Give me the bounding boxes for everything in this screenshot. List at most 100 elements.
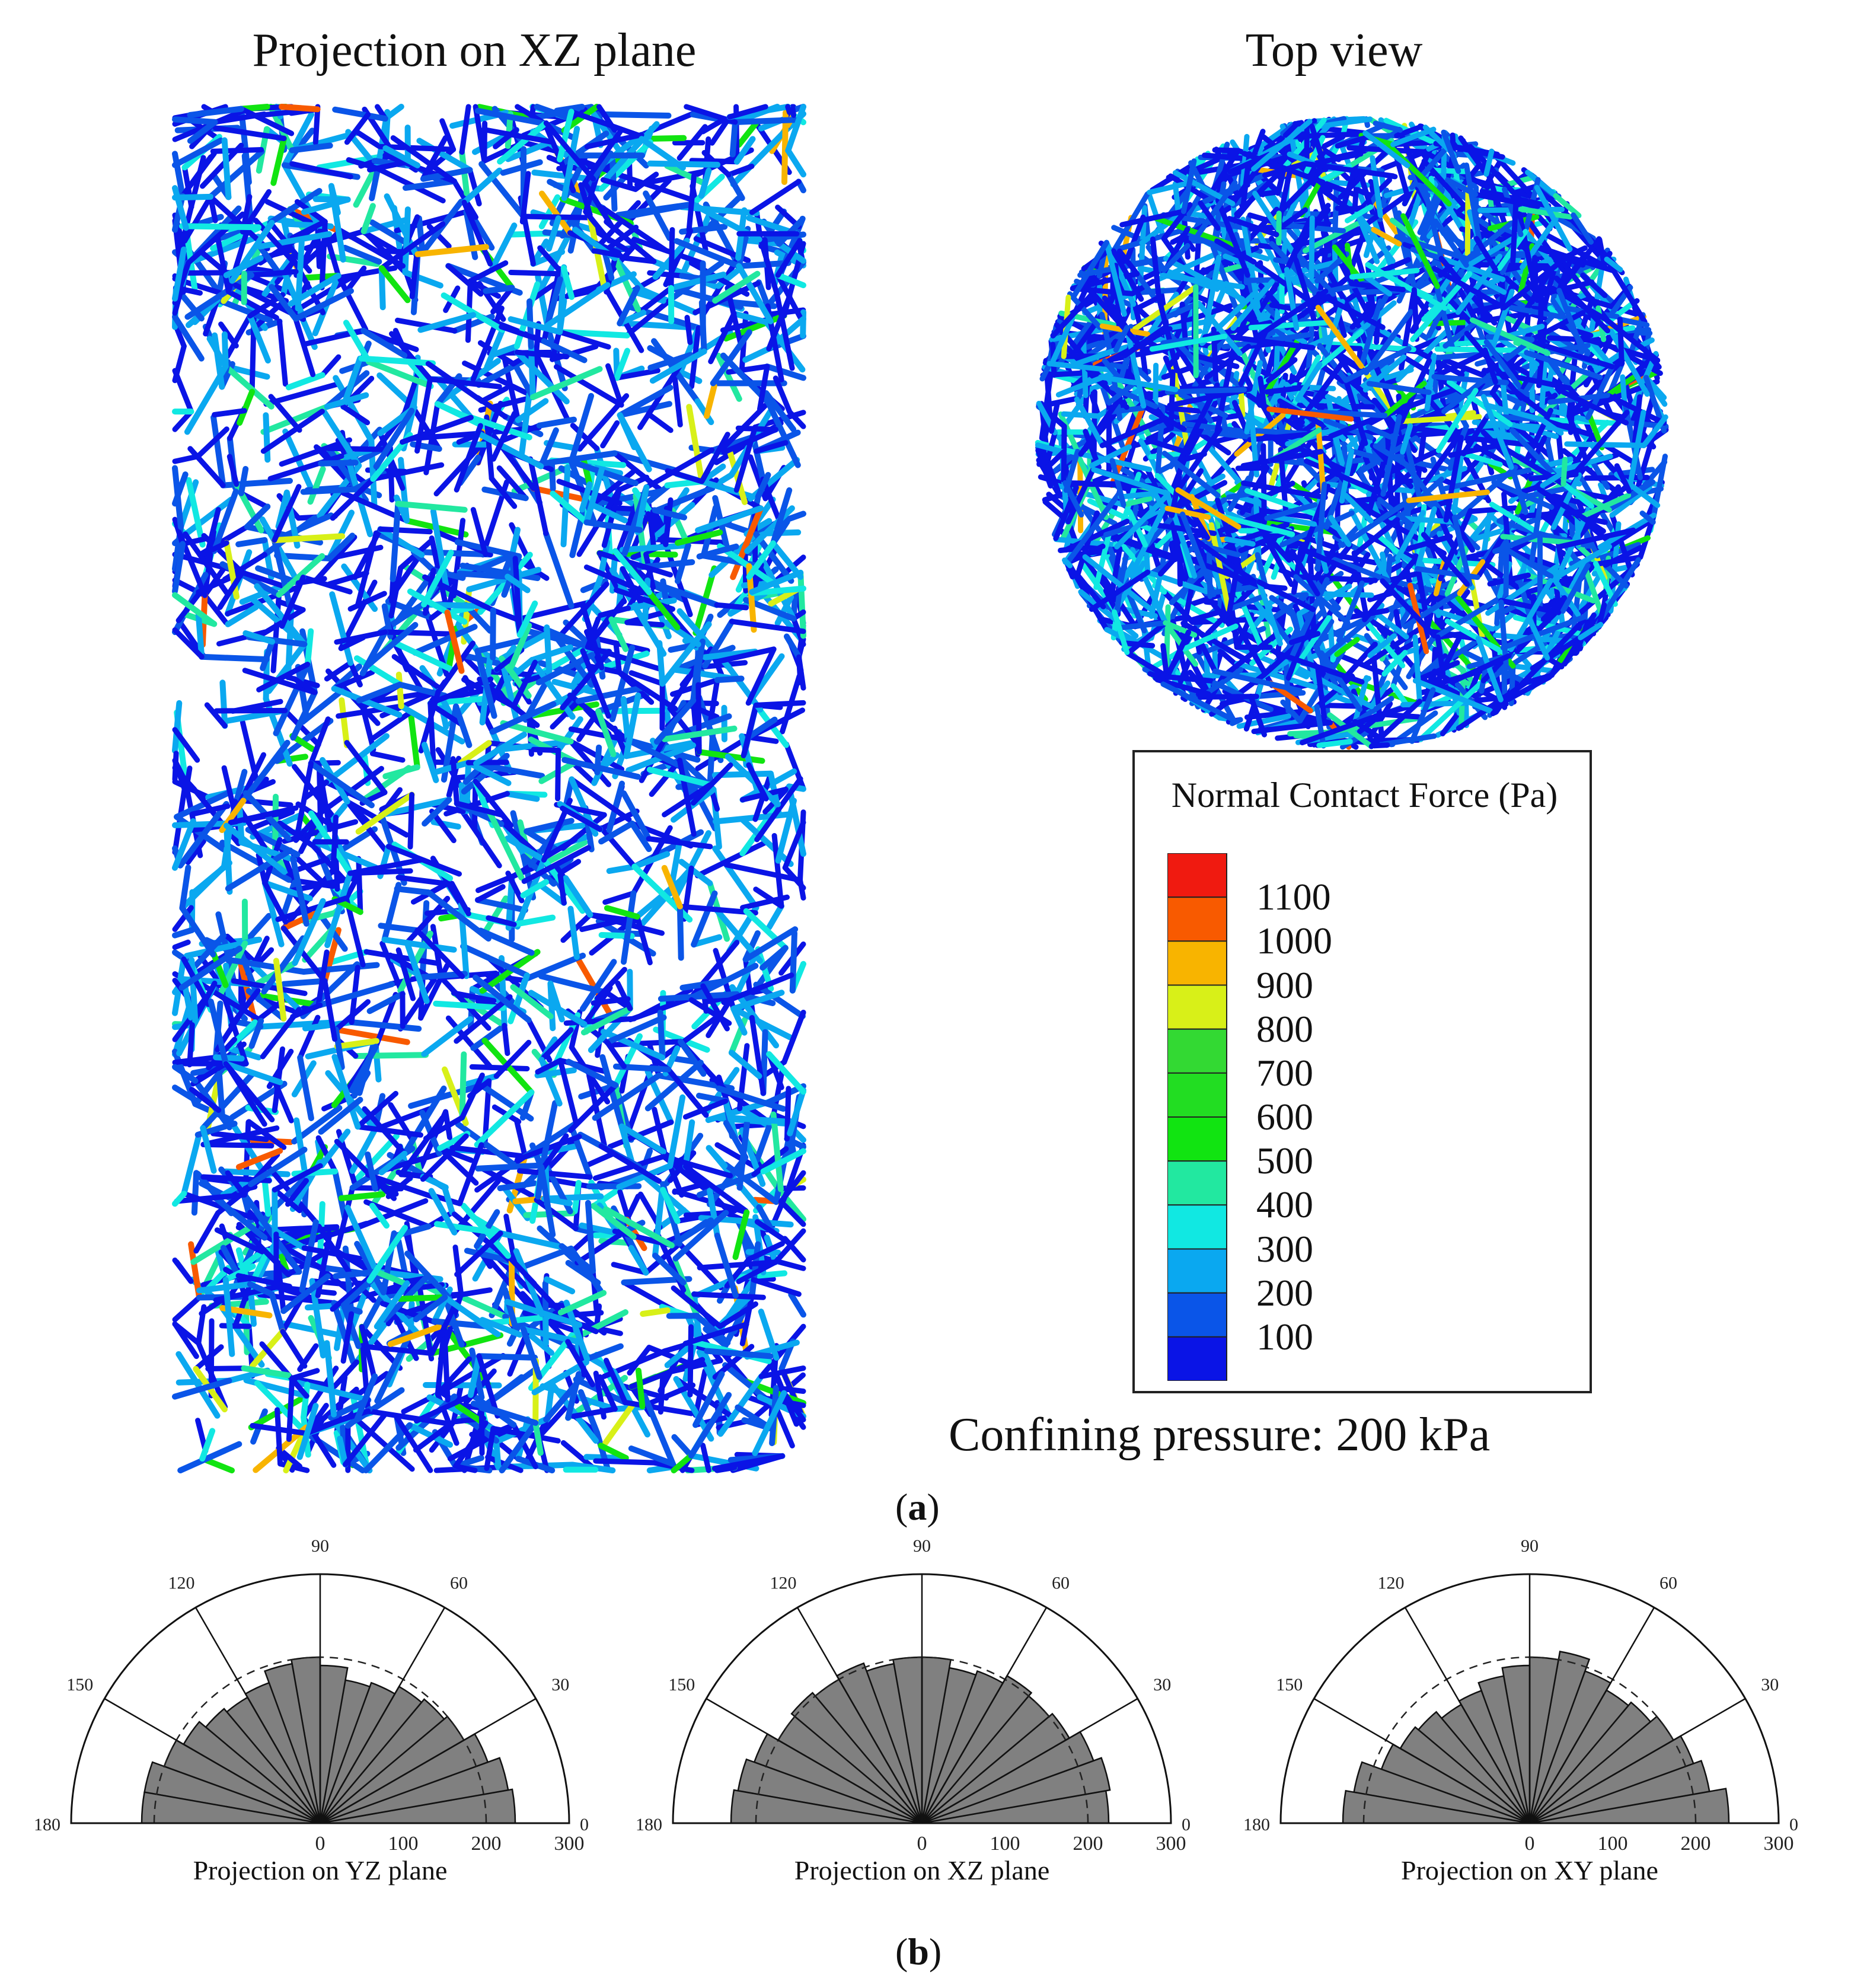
contact-line: [1284, 216, 1313, 273]
contact-line: [668, 227, 675, 291]
contact-line: [733, 955, 757, 997]
contact-line: [1442, 319, 1479, 349]
contact-line: [1334, 637, 1360, 658]
contact-line: [575, 685, 646, 704]
contact-line: [672, 1210, 729, 1262]
contact-line: [328, 183, 346, 263]
contact-line: [1358, 173, 1374, 210]
contact-line: [627, 995, 693, 1023]
contact-line: [515, 398, 549, 423]
contact-line: [1091, 467, 1171, 497]
contact-line: [1572, 410, 1630, 476]
contact-line: [427, 376, 502, 390]
contact-line: [1191, 180, 1238, 244]
contact-line: [1464, 221, 1514, 262]
contact-line: [557, 329, 611, 350]
contact-line: [1161, 242, 1191, 273]
top-view-title: Top view: [1245, 24, 1423, 76]
contact-line: [452, 1420, 489, 1469]
contact-line: [224, 822, 288, 875]
rose-spoke: [1313, 1697, 1530, 1824]
contact-line: [351, 1133, 400, 1185]
contact-line: [1089, 444, 1132, 468]
contact-line: [1315, 664, 1327, 720]
contact-line: [312, 838, 379, 871]
contact-line: [652, 507, 687, 521]
contact-line: [561, 126, 580, 202]
contact-line: [431, 703, 465, 727]
contact-line: [589, 502, 628, 524]
contact-line: [661, 725, 738, 742]
contact-line: [260, 403, 330, 435]
contact-line: [557, 109, 575, 162]
contact-line: [1580, 273, 1608, 298]
contact-line: [729, 1115, 795, 1125]
contact-line: [407, 1422, 453, 1448]
contact-line: [1188, 572, 1239, 637]
contact-line: [223, 255, 264, 279]
rose-angle-label: 90: [913, 1536, 931, 1556]
contact-line: [1358, 298, 1383, 369]
contact-line: [1125, 620, 1169, 656]
contact-line: [479, 949, 541, 994]
contact-line: [700, 505, 719, 559]
contact-line: [365, 1172, 439, 1201]
contact-line: [749, 178, 802, 215]
contact-line: [392, 640, 454, 672]
contact-line: [279, 104, 321, 113]
contact-line: [435, 1356, 473, 1397]
contact-line: [1529, 339, 1615, 370]
contact-line: [1421, 158, 1473, 215]
contact-line: [714, 646, 777, 665]
contact-line: [1409, 427, 1466, 503]
contact-line: [358, 698, 376, 752]
contact-line: [682, 1164, 749, 1214]
contact-line: [1380, 578, 1437, 639]
contact-line: [504, 1298, 583, 1328]
contact-line: [585, 1199, 596, 1274]
contact-line: [434, 401, 489, 430]
contact-line: [513, 1248, 545, 1317]
contact-line: [664, 162, 709, 187]
contact-line: [1571, 212, 1594, 245]
contact-line: [1271, 514, 1317, 527]
contact-line: [172, 727, 200, 763]
contact-line: [332, 1168, 348, 1221]
contact-line: [1240, 133, 1250, 187]
rose-spoke: [1528, 1607, 1655, 1824]
contact-line: [1349, 267, 1420, 280]
legend-title: Normal Contact Force (Pa): [1171, 776, 1558, 815]
contact-line: [538, 973, 607, 995]
contact-line: [1247, 431, 1315, 443]
contact-line: [786, 783, 806, 857]
contact-line: [773, 375, 793, 415]
contact-line: [766, 903, 784, 930]
contact-line: [1570, 484, 1622, 547]
contact-line: [189, 1087, 222, 1113]
legend-swatch: [1167, 1292, 1227, 1338]
contact-line: [775, 797, 797, 864]
contact-line: [1367, 633, 1397, 658]
contact-line: [333, 999, 371, 1032]
contact-line: [1641, 414, 1668, 448]
contact-line: [583, 209, 612, 244]
contact-line: [172, 151, 186, 199]
contact-line: [586, 1073, 607, 1148]
contact-line: [586, 1151, 615, 1167]
contact-line: [608, 616, 629, 652]
contact-line: [252, 936, 270, 965]
contact-line: [421, 742, 439, 783]
contact-line: [260, 409, 325, 454]
contact-line: [318, 1096, 363, 1135]
contact-line: [1617, 317, 1625, 367]
contact-line: [172, 1295, 202, 1323]
contact-line: [329, 591, 354, 666]
contact-line: [627, 1345, 652, 1376]
top-view-contact-network: [1035, 116, 1669, 750]
contact-line: [741, 702, 759, 758]
contact-line: [1483, 402, 1544, 422]
contact-line: [759, 944, 789, 971]
contact-line: [327, 253, 380, 267]
contact-line: [219, 679, 228, 729]
contact-line: [658, 991, 740, 1002]
